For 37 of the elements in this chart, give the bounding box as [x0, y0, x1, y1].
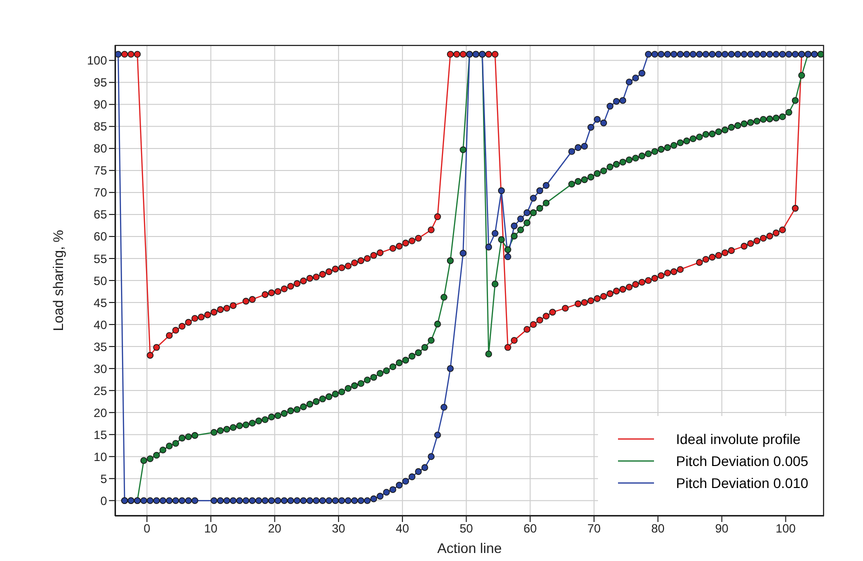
x-tick-label: 30 — [332, 522, 346, 536]
x-tick-label: 100 — [776, 522, 796, 536]
y-axis-title: Load sharing, % — [50, 230, 66, 332]
y-tick-label: 30 — [94, 362, 108, 376]
x-axis-title: Action line — [437, 540, 502, 556]
y-tick-label: 10 — [94, 450, 108, 464]
legend-label: Ideal involute profile — [676, 431, 801, 447]
x-tick-label: 0 — [144, 522, 151, 536]
y-tick-label: 50 — [94, 274, 108, 288]
y-tick-label: 35 — [94, 340, 108, 354]
y-tick-label: 5 — [100, 472, 108, 486]
y-tick-label: 90 — [94, 98, 108, 112]
y-tick-label: 55 — [94, 252, 108, 266]
x-tick-label: 70 — [587, 522, 602, 536]
y-tick-label: 85 — [94, 120, 108, 134]
x-tick-label: 40 — [396, 522, 410, 536]
y-tick-label: 15 — [94, 428, 108, 442]
y-tick-label: 80 — [94, 142, 108, 156]
y-tick-label: 95 — [94, 76, 108, 90]
y-tick-label: 75 — [94, 164, 108, 178]
x-tick-label: 90 — [715, 522, 729, 536]
y-tick-label: 20 — [94, 406, 108, 420]
y-tick-label: 0 — [100, 494, 108, 508]
y-tick-label: 100 — [86, 54, 108, 68]
y-tick-label: 25 — [94, 384, 108, 398]
x-tick-label: 80 — [651, 522, 665, 536]
y-tick-label: 45 — [94, 296, 108, 310]
x-tick-label: 20 — [268, 522, 282, 536]
y-tick-label: 70 — [94, 186, 108, 200]
legend-label: Pitch Deviation 0.005 — [676, 453, 808, 469]
y-tick-label: 40 — [94, 318, 108, 332]
y-tick-label: 60 — [94, 230, 108, 244]
legend-label: Pitch Deviation 0.010 — [676, 475, 808, 491]
x-tick-label: 50 — [460, 522, 474, 536]
x-tick-label: 60 — [524, 522, 538, 536]
y-tick-label: 65 — [94, 208, 108, 222]
x-tick-label: 10 — [204, 522, 218, 536]
